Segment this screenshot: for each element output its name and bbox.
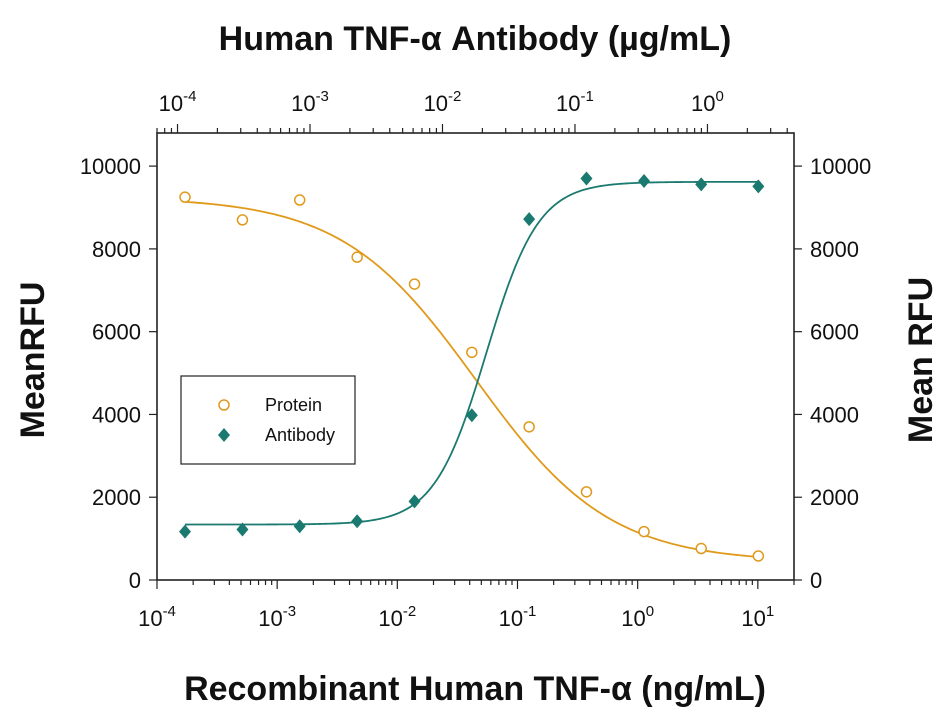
y-right-tick-label: 8000 (810, 237, 859, 262)
fit-curve-antibody (185, 180, 759, 526)
bottom-axis: 10-4 10-3 10-2 10-1 100 101 (138, 580, 795, 631)
point-antibody (638, 174, 651, 189)
left-axis: 0 2000 4000 6000 8000 10000 (80, 154, 157, 593)
x-tick-label: 10-1 (499, 603, 537, 631)
point-antibody (178, 524, 191, 539)
top-tick-label: 10-1 (556, 88, 594, 116)
top-tick-label: 10-2 (424, 88, 462, 116)
fit-curves (184, 180, 759, 558)
top-tick-label: 100 (691, 88, 724, 116)
y-right-tick-label: 10000 (810, 154, 871, 179)
point-antibody (580, 171, 593, 186)
y-axis-title-left: MeanRFU (14, 282, 52, 439)
point-protein (695, 542, 707, 555)
x-tick-label: 10-3 (258, 603, 296, 631)
y-right-tick-label: 6000 (810, 320, 859, 345)
point-antibody (236, 522, 249, 537)
y-right-tick-label: 4000 (810, 402, 859, 427)
x-tick-label: 100 (621, 603, 654, 631)
y-right-tick-label: 2000 (810, 485, 859, 510)
point-protein (638, 525, 650, 538)
point-protein (523, 421, 535, 433)
y-left-tick-label: 10000 (80, 154, 141, 179)
top-axis: 10-4 10-3 10-2 10-1 100 (156, 88, 788, 133)
point-antibody (351, 514, 364, 529)
y-right-tick-label: 0 (810, 568, 822, 593)
top-tick-label: 10-4 (159, 88, 197, 116)
right-axis: 0 2000 4000 6000 8000 10000 (794, 154, 871, 593)
x-axis-title: Recombinant Human TNF-α (ng/mL) (184, 670, 766, 708)
legend-label-antibody: Antibody (265, 425, 335, 445)
y-left-tick-label: 4000 (92, 402, 141, 427)
point-protein (236, 214, 249, 226)
x-tick-label: 101 (741, 603, 774, 631)
x-tick-label: 10-4 (138, 603, 176, 631)
point-antibody (408, 494, 421, 509)
point-antibody (752, 179, 765, 194)
point-protein (752, 550, 765, 562)
x-tick-label: 10-2 (378, 603, 416, 631)
legend-label-protein: Protein (265, 395, 322, 415)
point-antibody (523, 212, 536, 227)
legend-box (180, 375, 356, 465)
legend: Protein Antibody (180, 375, 356, 465)
point-protein (351, 251, 363, 263)
point-protein (293, 194, 306, 206)
data-points (178, 171, 765, 562)
y-axis-title-right: Mean RFU (902, 277, 940, 443)
point-antibody (465, 408, 478, 423)
point-protein (179, 191, 191, 203)
legend-marker-protein (218, 399, 230, 411)
fit-curve-protein (184, 200, 759, 558)
top-axis-title: Human TNF-α Antibody (µg/mL) (219, 20, 732, 58)
y-left-tick-label: 6000 (92, 320, 141, 345)
legend-marker-antibody (218, 428, 230, 442)
y-left-tick-label: 0 (129, 568, 141, 593)
y-left-tick-label: 2000 (92, 485, 141, 510)
y-left-tick-label: 8000 (92, 237, 141, 262)
point-protein (408, 278, 421, 290)
point-protein (466, 346, 478, 359)
point-protein (580, 486, 593, 498)
top-tick-label: 10-3 (291, 88, 329, 116)
point-antibody (293, 519, 306, 534)
point-antibody (695, 177, 708, 192)
plot-frame (156, 132, 795, 581)
